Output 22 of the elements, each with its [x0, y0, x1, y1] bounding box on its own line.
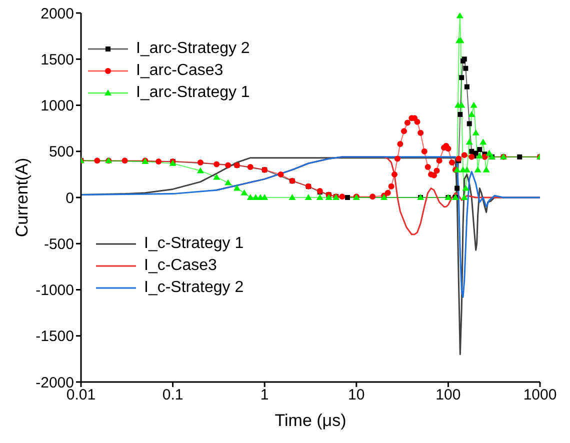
y-tick-label: 500	[48, 144, 74, 161]
x-tick-label: 10	[348, 386, 365, 404]
y-axis-title: Current(A)	[12, 158, 32, 238]
x-tick-label: 0.1	[162, 386, 184, 404]
y-tick-label: -1500	[36, 328, 74, 346]
x-tick-label: 1000	[523, 386, 557, 404]
x-tick-label: 100	[436, 386, 461, 404]
legend-label: I_arc-Strategy 1	[136, 83, 250, 103]
y-tick-label: -1000	[36, 282, 74, 300]
y-tick-label: 2000	[40, 5, 74, 22]
legend-label: I_arc-Case3	[136, 61, 224, 81]
x-tick-label: 0.01	[66, 386, 96, 404]
x-axis-title: Time (μs)	[274, 411, 346, 430]
legend-label: I_c-Strategy 2	[144, 278, 244, 298]
y-tick-label: 1500	[40, 51, 74, 68]
x-tick-label: 1	[260, 386, 269, 404]
y-tick-label: 1000	[40, 98, 74, 115]
y-tick-label: -500	[44, 236, 74, 253]
y-tick-label: 0	[66, 190, 74, 207]
legend-label: I_c-Case3	[144, 256, 217, 276]
legend-label: I_arc-Strategy 2	[136, 39, 250, 59]
legend-label: I_c-Strategy 1	[144, 234, 244, 254]
